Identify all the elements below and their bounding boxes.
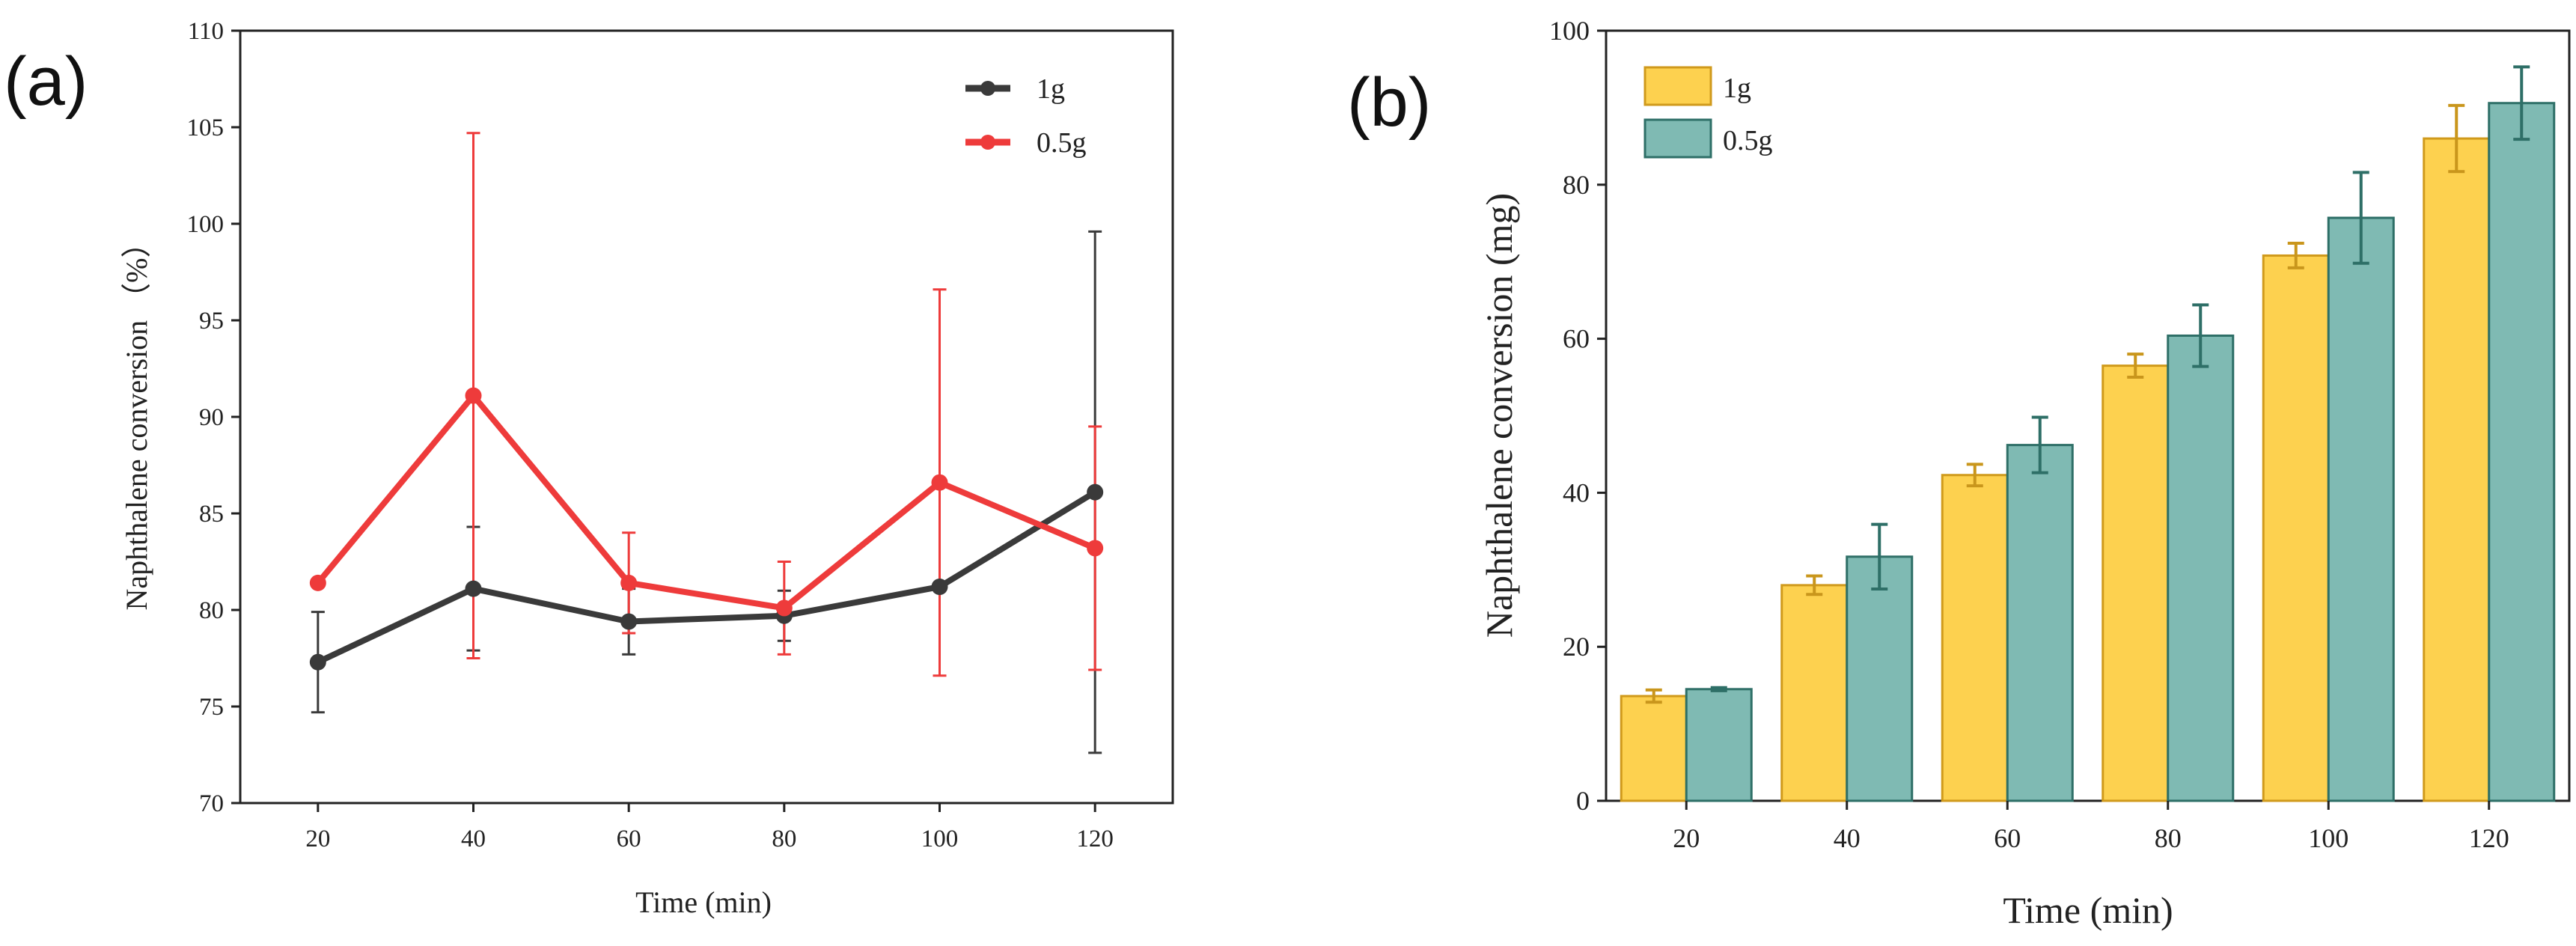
bar-1g-40 [1780,584,1849,802]
bar-0.5g-80 [2167,334,2235,802]
y-tick-label: 100 [1549,16,1590,46]
panel-a-y-axis: 70 75 80 85 90 95 100 105 110 [187,18,240,817]
panel-a-y-axis-label: Naphthalene conversion （%） [120,228,153,611]
bar-1g-60 [1941,474,2009,802]
panel-a-legend: 1g 0.5g [965,73,1087,159]
bar-1g-20 [1620,695,1688,802]
y-tick-label: 100 [187,211,225,238]
x-tick-label: 80 [2155,823,2182,853]
y-tick-label: 60 [1563,324,1590,354]
legend-0.5g-marker [980,135,995,150]
legend-1g-label: 1g [1723,73,1751,104]
legend-0.5g-label: 0.5g [1037,127,1087,159]
data-point-1g [309,653,326,671]
panel-a-x-axis-label: Time (min) [635,885,772,919]
panel-a-error-bars [311,132,1102,754]
y-tick-label: 90 [199,404,224,431]
y-tick-label: 20 [1563,632,1590,662]
data-point-1g [620,613,638,630]
data-point-0.5g [620,574,638,591]
bar-0.5g-120 [2488,102,2556,802]
panel-a-series-lines [315,392,1097,665]
x-tick-label: 120 [1076,826,1114,852]
panel-a-x-axis: 20 40 60 80 100 120 [305,803,1114,852]
series-line-1g [317,489,1097,665]
y-tick-label: 0 [1576,786,1590,816]
bar-0.5g-60 [2006,444,2074,802]
bar-1g-100 [2262,254,2330,802]
x-tick-label: 100 [2308,823,2348,853]
x-tick-label: 20 [1673,823,1700,853]
x-tick-label: 40 [461,826,486,852]
bar-1g-120 [2423,137,2491,802]
y-tick-label: 105 [187,115,225,141]
bar-0.5g-40 [1846,555,1914,802]
legend-1g-swatch [1643,66,1712,106]
panel-a-data-points [309,387,1104,671]
data-point-0.5g [309,574,326,591]
y-tick-label: 80 [199,597,224,624]
y-tick-label: 80 [1563,170,1590,200]
panel-b-bar-chart: (b) 0 20 40 60 80 100 20 40 60 80 100 120 Time (mi… [1347,16,2571,931]
x-tick-label: 20 [305,826,330,852]
y-tick-label: 95 [199,308,224,335]
panel-b-plot-frame [1605,29,2571,802]
legend-1g-marker [980,81,995,96]
x-tick-label: 80 [772,826,796,852]
x-tick-label: 60 [1994,823,2021,853]
panel-b-legend: 1g 0.5g [1643,66,1773,159]
data-point-0.5g [1087,540,1104,557]
bar-1g-80 [2102,364,2170,802]
bar-0.5g-100 [2327,216,2395,802]
y-tick-label: 110 [188,18,224,45]
data-point-1g [1087,483,1104,501]
data-point-0.5g [465,387,482,404]
panel-a-line-chart: (a) 70 75 80 85 90 95 100 105 110 20 40 60 80 100 120… [4,18,1174,919]
legend-0.5g-label: 0.5g [1723,125,1773,156]
y-tick-label: 70 [199,790,224,817]
bar-0.5g-20 [1685,688,1753,802]
panel-b-y-axis-label: Naphthalene conversion (mg) [1478,193,1520,638]
x-tick-label: 120 [2469,823,2509,853]
panel-a-label: (a) [4,43,88,120]
panel-b-label: (b) [1347,64,1431,141]
panel-b-x-axis-label: Time (min) [2003,889,2173,931]
legend-1g-label: 1g [1037,73,1065,105]
x-tick-label: 60 [617,826,641,852]
panel-b-y-axis: 0 20 40 60 80 100 [1549,16,1606,816]
panel-b-bars [1620,102,2556,802]
data-point-0.5g [775,599,793,617]
panel-a-plot-frame [239,29,1174,805]
y-tick-label: 75 [199,694,224,721]
x-tick-label: 100 [921,826,959,852]
data-point-1g [465,580,482,597]
y-tick-label: 85 [199,501,224,528]
data-point-1g [931,579,948,596]
panel-b-error-bars [1645,65,2530,704]
y-tick-label: 40 [1563,477,1590,507]
legend-0.5g-swatch [1643,118,1712,159]
data-point-0.5g [931,474,948,491]
x-tick-label: 40 [1834,823,1861,853]
panel-b-x-axis: 20 40 60 80 100 120 [1673,801,2509,853]
series-line-0.5g [315,392,1096,611]
